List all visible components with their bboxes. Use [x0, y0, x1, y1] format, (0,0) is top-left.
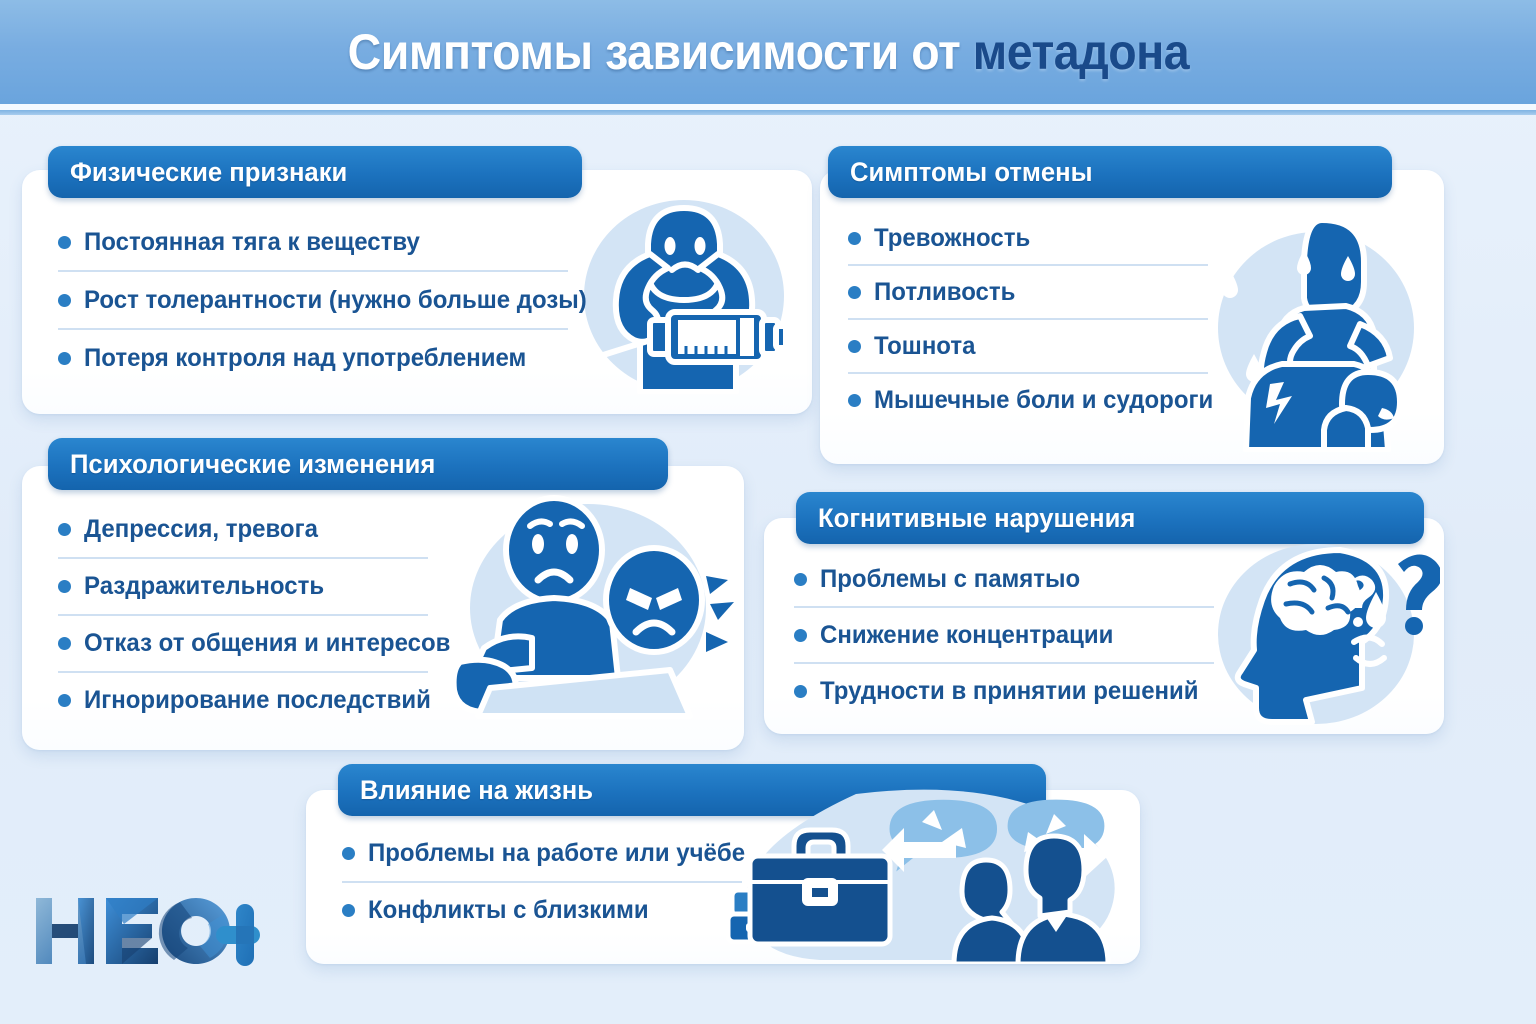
bullet-dot-icon: [848, 285, 861, 299]
list-item[interactable]: Рост толерантности (нужно больше дозы): [58, 270, 587, 328]
card-header-withdrawal-symptoms[interactable]: Симптомы отмены: [828, 146, 1392, 198]
list-life-impact: Проблемы на работе или учёбе Конфликты с…: [342, 826, 746, 938]
list-item[interactable]: Мышечные боли и судороги: [848, 372, 1213, 426]
list-item-label: Игнорирование последствий: [84, 686, 431, 714]
list-item[interactable]: Постоянная тяга к веществу: [58, 214, 568, 270]
list-item[interactable]: Депрессия, тревога: [58, 502, 428, 557]
bullet-dot-icon: [58, 523, 71, 536]
list-item[interactable]: Тошнота: [848, 318, 1208, 372]
bullet-dot-icon: [794, 684, 807, 698]
header-divider-white: [0, 104, 1536, 110]
list-item[interactable]: Проблемы с памятыо: [794, 552, 1214, 606]
bullet-dot-icon: [794, 628, 807, 642]
bullet-dot-icon: [58, 694, 71, 707]
list-item[interactable]: Тревожность: [848, 212, 1208, 264]
card-title-label: Физические признаки: [70, 156, 348, 187]
page-header: Симптомы зависимости от метадона: [0, 0, 1536, 104]
bullet-dot-icon: [58, 580, 71, 593]
list-item-label: Рост толерантности (нужно больше дозы): [84, 285, 587, 314]
list-item[interactable]: Трудности в принятии решений: [794, 662, 1214, 718]
list-item[interactable]: Конфликты с близкими: [342, 881, 742, 938]
list-item-label: Снижение концентрации: [820, 620, 1114, 649]
list-cognitive-impairment: Проблемы с памятыо Снижение концентрации…: [794, 552, 1214, 718]
bullet-dot-icon: [848, 393, 861, 407]
list-item-label: Отказ от общения и интересов: [84, 629, 451, 657]
list-item[interactable]: Проблемы на работе или учёбе: [342, 826, 746, 881]
bullet-dot-icon: [848, 231, 861, 245]
list-item-label: Тревожность: [874, 223, 1031, 252]
card-title-label: Симптомы отмены: [850, 156, 1093, 187]
list-item-label: Тошнота: [874, 331, 976, 360]
list-item-label: Проблемы на работе или учёбе: [368, 839, 746, 867]
list-item[interactable]: Потеря контроля над употреблением: [58, 328, 568, 386]
card-header-psychological-changes[interactable]: Психологические изменения: [48, 438, 668, 490]
list-item-label: Депрессия, тревога: [84, 515, 318, 543]
neo-plus-logo: [30, 888, 260, 974]
list-item-label: Потеря контроля над употреблением: [84, 343, 527, 372]
list-item[interactable]: Снижение концентрации: [794, 606, 1214, 662]
card-header-physical-signs[interactable]: Физические признаки: [48, 146, 582, 198]
card-title-label: Психологические изменения: [70, 448, 436, 479]
bullet-dot-icon: [58, 637, 71, 650]
header-divider-blue: [0, 110, 1536, 115]
list-item[interactable]: Игнорирование последствий: [58, 671, 431, 728]
bullet-dot-icon: [848, 339, 861, 353]
bullet-dot-icon: [58, 235, 71, 249]
list-item-label: Раздражительность: [84, 572, 325, 600]
list-item-label: Трудности в принятии решений: [820, 676, 1199, 705]
list-item[interactable]: Отказ от общения и интересов: [58, 614, 450, 671]
list-item-label: Проблемы с памятыо: [820, 564, 1081, 593]
card-title-label: Когнитивные нарушения: [818, 502, 1136, 533]
list-item[interactable]: Потливость: [848, 264, 1208, 318]
bullet-dot-icon: [794, 572, 807, 586]
page-title-main: Симптомы зависимости от: [347, 24, 973, 80]
page-title: Симптомы зависимости от метадона: [347, 23, 1189, 81]
bullet-dot-icon: [58, 293, 71, 307]
card-header-cognitive-impairment[interactable]: Когнитивные нарушения: [796, 492, 1424, 544]
card-header-life-impact[interactable]: Влияние на жизнь: [338, 764, 1046, 816]
page-title-accent: метадона: [972, 24, 1189, 80]
card-title-label: Влияние на жизнь: [360, 774, 594, 805]
list-physical-signs: Постоянная тяга к веществу Рост толерант…: [58, 214, 587, 386]
bullet-dot-icon: [342, 904, 355, 917]
bullet-dot-icon: [342, 847, 355, 860]
list-item-label: Постоянная тяга к веществу: [84, 227, 420, 256]
list-item[interactable]: Раздражительность: [58, 557, 428, 614]
list-psychological-changes: Депрессия, тревога Раздражительность Отк…: [58, 502, 450, 728]
bullet-dot-icon: [58, 351, 71, 365]
list-item-label: Потливость: [874, 277, 1016, 306]
list-item-label: Конфликты с близкими: [368, 896, 649, 924]
list-withdrawal-symptoms: Тревожность Потливость Тошнота Мышечные …: [848, 212, 1213, 426]
list-item-label: Мышечные боли и судороги: [874, 385, 1214, 414]
